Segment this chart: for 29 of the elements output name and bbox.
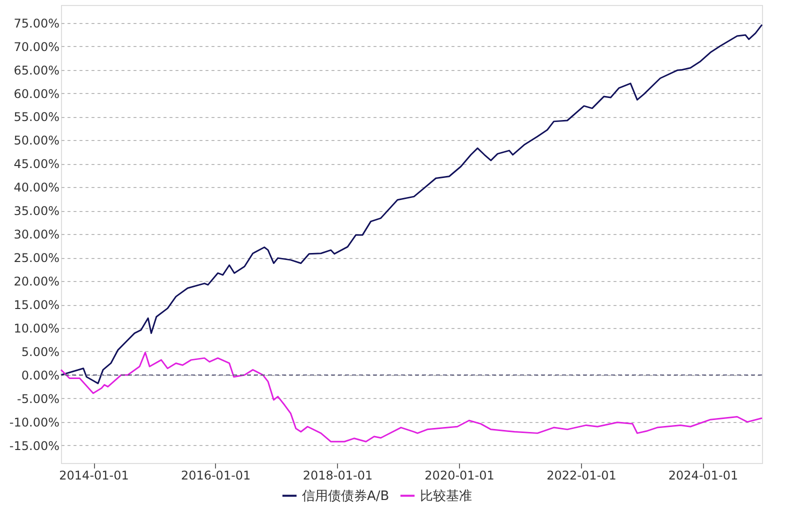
legend-label: 信用债债券A/B (302, 488, 390, 504)
y-tick-label: 25.00% (14, 251, 60, 266)
y-tick-label: -10.00% (9, 415, 60, 430)
line-series (60, 352, 763, 442)
x-tick-label: 2014-01-01 (59, 468, 129, 482)
y-tick-label: 20.00% (14, 274, 60, 289)
x-tick-label: 2020-01-01 (424, 468, 494, 482)
y-tick-label: 30.00% (14, 228, 60, 242)
y-tick-label: 55.00% (14, 110, 60, 124)
y-tick-label: -15.00% (9, 438, 60, 453)
y-tick-label: -5.00% (17, 392, 60, 406)
y-tick-label: 65.00% (14, 63, 60, 78)
y-tick-label: 60.00% (14, 86, 60, 101)
x-tick-label: 2022-01-01 (546, 468, 616, 482)
legend-label: 比较基准 (420, 488, 472, 504)
y-tick-label: 45.00% (14, 157, 60, 172)
line-series (60, 24, 763, 384)
y-tick-label: 5.00% (21, 344, 60, 359)
y-tick-label: 35.00% (14, 204, 60, 218)
y-tick-label: 40.00% (14, 180, 60, 195)
x-tick-label: 2018-01-01 (302, 468, 373, 482)
y-tick-label: 50.00% (14, 134, 60, 148)
y-tick-label: 10.00% (14, 322, 60, 336)
y-tick-label: 0.00% (21, 368, 60, 382)
x-tick-label: 2024-01-01 (668, 468, 738, 482)
y-tick-label: 15.00% (14, 298, 60, 312)
y-tick-label: 75.00% (14, 16, 60, 30)
y-tick-label: 70.00% (14, 40, 60, 54)
x-tick-label: 2016-01-01 (180, 468, 251, 482)
